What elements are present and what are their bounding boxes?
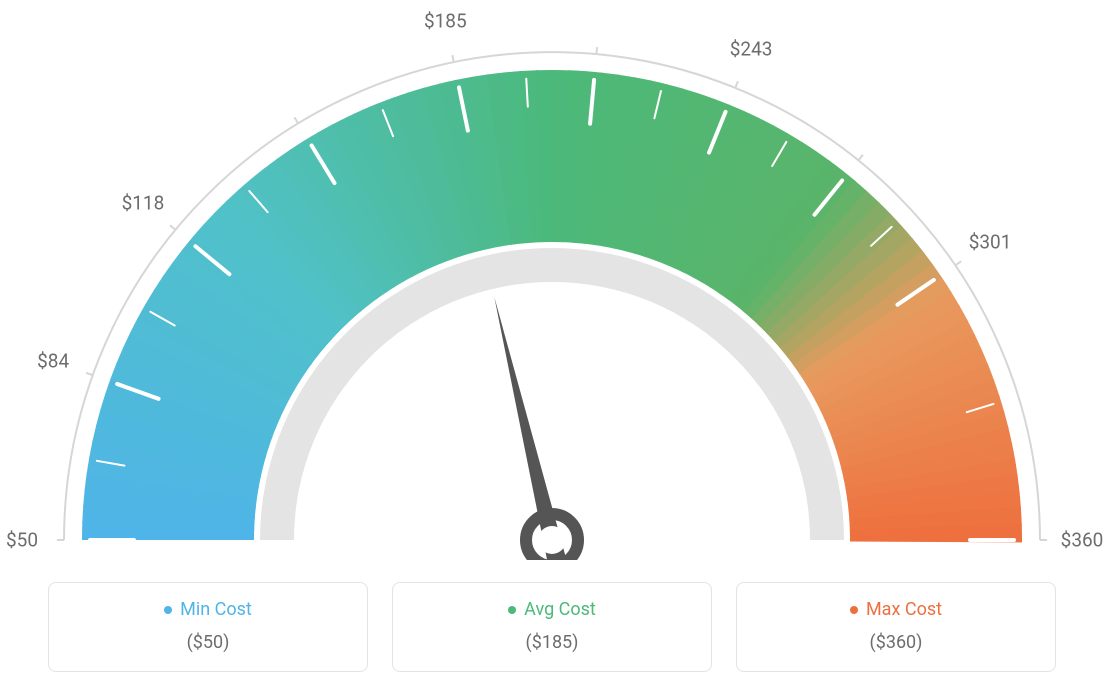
legend-avg: Avg Cost ($185) bbox=[392, 582, 712, 673]
legend-avg-label: Avg Cost bbox=[524, 599, 596, 620]
legend-max-value: ($360) bbox=[737, 632, 1055, 653]
legend-avg-title: Avg Cost bbox=[508, 599, 596, 620]
legend-avg-value: ($185) bbox=[393, 632, 711, 653]
legend-min-dot bbox=[164, 606, 172, 614]
legend-min-title: Min Cost bbox=[164, 599, 252, 620]
legend-min: Min Cost ($50) bbox=[48, 582, 368, 673]
legend-min-value: ($50) bbox=[49, 632, 367, 653]
gauge-tick-label: $50 bbox=[6, 529, 38, 552]
legend-min-label: Min Cost bbox=[180, 599, 252, 620]
legend-max-title: Max Cost bbox=[850, 599, 942, 620]
legend-max-dot bbox=[850, 606, 858, 614]
gauge-tick-label: $360 bbox=[1061, 529, 1104, 552]
legend-avg-dot bbox=[508, 606, 516, 614]
gauge-tick-label: $84 bbox=[37, 349, 69, 372]
legend-max: Max Cost ($360) bbox=[736, 582, 1056, 673]
gauge-tick-label: $185 bbox=[424, 9, 467, 32]
gauge-chart: $50 $84 $118 $185 $243 $301 $360 bbox=[0, 0, 1104, 560]
gauge-svg bbox=[0, 0, 1104, 560]
legend-max-label: Max Cost bbox=[866, 599, 942, 620]
gauge-tick-label: $243 bbox=[730, 37, 773, 60]
gauge-tick-label: $118 bbox=[122, 191, 165, 214]
legend-row: Min Cost ($50) Avg Cost ($185) Max Cost … bbox=[48, 582, 1056, 673]
gauge-tick-label: $301 bbox=[969, 230, 1012, 253]
